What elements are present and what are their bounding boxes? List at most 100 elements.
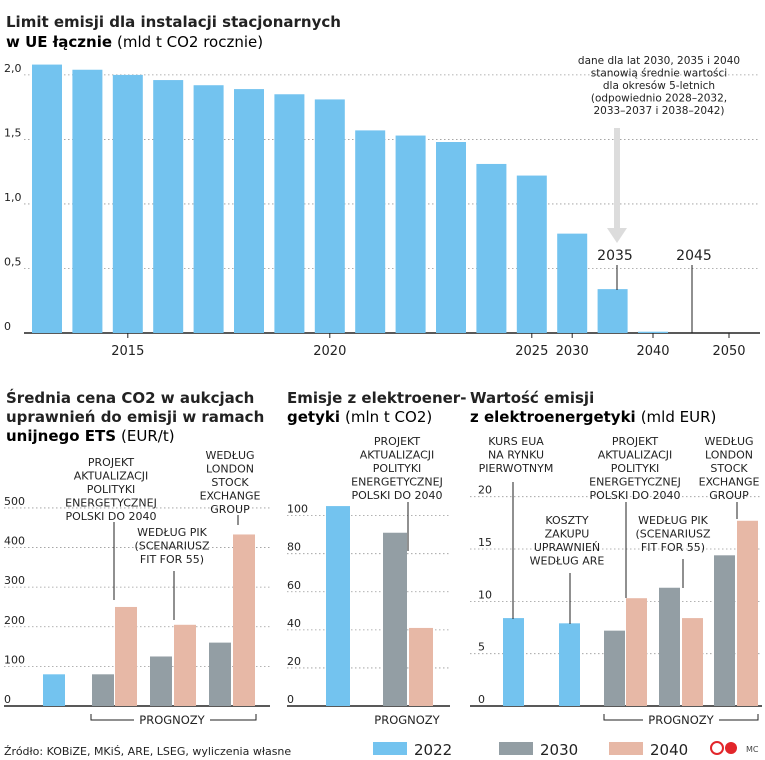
annotation-line: ZAKUPU xyxy=(545,528,590,541)
annotation-line: WEDŁUG xyxy=(205,449,254,462)
annotation-line: PROJEKT xyxy=(374,435,420,448)
prognoses-label: PROGNOZY xyxy=(139,713,205,727)
y-tick-label: 0,5 xyxy=(4,255,22,268)
annotation-line: KURS EUA xyxy=(488,435,544,448)
chart2-plot: 0 100 200 300 400 500 PROJEKTAKTUALIZACJIPOLIT… xyxy=(4,449,270,728)
bar-2016 xyxy=(153,80,184,333)
chart3-plot: 0 20 40 60 80 100 PROJEKTAKTUALIZACJIPOLITYKIE… xyxy=(287,435,450,728)
publisher-logo xyxy=(710,741,737,755)
x-tick-label: 2040 xyxy=(636,344,669,359)
annotation-line: KOSZTY xyxy=(545,514,589,527)
y-tick-label: 2,0 xyxy=(4,62,22,75)
y-tick-label: 5 xyxy=(478,641,485,654)
bar-2040-pep2040 xyxy=(626,598,647,706)
annotation-line: GROUP xyxy=(210,503,250,516)
annotation-line: LONDON xyxy=(206,463,254,476)
bar-2040-pik xyxy=(174,624,196,706)
y-tick-label: 300 xyxy=(4,574,25,587)
chart3-title-line2: getyki (mln t CO2) xyxy=(287,408,432,426)
marker-2035-label: 2035 xyxy=(597,248,633,264)
annotation-line: PROJEKT xyxy=(88,456,134,469)
chart2-title-bold: unijnego ETS xyxy=(6,427,116,445)
y-tick-label: 20 xyxy=(478,484,492,497)
bar-2040-lseg xyxy=(737,520,758,706)
annotation-line: POLSKI DO 2040 xyxy=(590,489,681,502)
x-tick-label: 2015 xyxy=(111,344,144,359)
bar-2020 xyxy=(314,99,345,333)
bar-2022-2022 xyxy=(43,674,65,706)
bar-2015 xyxy=(112,74,143,334)
bar-2019 xyxy=(274,94,305,333)
bar-2030-pep2040 xyxy=(92,674,114,706)
annotation-line: ENERGETYCZNEJ xyxy=(351,476,443,489)
bracket-label-bg xyxy=(369,712,445,728)
y-tick-label: 500 xyxy=(4,495,25,508)
bar-2030-lseg xyxy=(209,642,231,706)
chart2-title-line1: Średnia cena CO2 w aukcjach xyxy=(6,388,254,407)
chart4-title-line2: z elektroenergetyki (mld EUR) xyxy=(470,408,716,426)
y-tick-label: 40 xyxy=(287,617,301,630)
legend-swatch-2040 xyxy=(609,742,643,755)
bar-2013 xyxy=(32,64,62,333)
note-line: dla okresów 5-letnich xyxy=(603,80,715,92)
bar-2017 xyxy=(193,85,224,333)
annotation-line: POLSKI DO 2040 xyxy=(66,510,157,523)
bar-2023 xyxy=(436,142,466,333)
note-line: dane dla lat 2030, 2035 i 2040 xyxy=(578,55,740,67)
logo-circle-right xyxy=(725,742,737,754)
bar-2035 xyxy=(638,331,668,333)
bar-2030-pik xyxy=(659,587,680,706)
x-tick-label: 2025 xyxy=(515,344,548,359)
bar-2030 xyxy=(597,289,628,333)
y-tick-label: 0 xyxy=(4,693,11,706)
prognoses-label: PROGNOZY xyxy=(374,713,440,727)
annotation-line: EXCHANGE xyxy=(699,476,760,489)
annotation-line: PROJEKT xyxy=(612,435,658,448)
x-tick-label: 2020 xyxy=(313,344,346,359)
y-tick-label: 60 xyxy=(287,579,301,592)
y-tick-label: 1,0 xyxy=(4,191,22,204)
annotation-line: FIT FOR 55) xyxy=(641,541,705,554)
chart1-title-line2: w UE łącznie (mld t CO2 rocznie) xyxy=(6,33,263,51)
chart3-title-bold: getyki xyxy=(287,408,340,426)
legend: 2022 2030 2040 xyxy=(373,741,688,759)
bar-2040-pep2040 xyxy=(409,627,433,706)
y-tick-label: 20 xyxy=(287,655,301,668)
legend-swatch-2030 xyxy=(499,742,533,755)
chart3-title-unit: (mln t CO2) xyxy=(345,408,432,426)
annotation-line: WEDŁUG PIK xyxy=(638,514,708,527)
bracket-label-bg xyxy=(643,712,719,728)
bar-2026 xyxy=(557,233,588,333)
bar-2030-pep2040 xyxy=(383,532,407,706)
bar-2030-pik xyxy=(150,656,172,706)
legend-label-2022: 2022 xyxy=(414,741,452,759)
annotation-line: GROUP xyxy=(709,489,749,502)
annotation-line: (SCENARIUSZ xyxy=(635,528,711,541)
note-line: stanowią średnie wartości xyxy=(591,68,727,80)
annotation-line: PIERWOTNYM xyxy=(479,462,554,475)
chart2-title-unit: (EUR/t) xyxy=(121,427,175,445)
logo-circle-left xyxy=(710,741,724,755)
legend-swatch-2022 xyxy=(373,742,407,755)
legend-label-2030: 2030 xyxy=(540,741,578,759)
y-tick-label: 15 xyxy=(478,536,492,549)
annotation-line: EXCHANGE xyxy=(200,490,261,503)
annotation-line: POLITYKI xyxy=(373,462,422,475)
chart4-title-bold: z elektroenergetyki xyxy=(470,408,636,426)
bracket-label-bg xyxy=(134,712,210,728)
note-line: 2033–2037 i 2038–2042) xyxy=(593,105,724,117)
bar-2040-lseg xyxy=(233,534,255,706)
bar-2022 xyxy=(395,135,426,333)
chart2-title-line3: unijnego ETS (EUR/t) xyxy=(6,427,175,445)
annotation-line: POLITYKI xyxy=(611,462,660,475)
y-tick-label: 10 xyxy=(478,588,492,601)
bar-2014 xyxy=(72,69,103,333)
bar-2022-kurs-eua xyxy=(503,618,524,706)
bar-2040-pik xyxy=(682,618,703,706)
bar-2022-2022 xyxy=(326,506,350,706)
bar-2030-pep2040 xyxy=(604,630,625,706)
bar-2018 xyxy=(234,89,264,333)
author-signature: MC xyxy=(746,745,759,754)
